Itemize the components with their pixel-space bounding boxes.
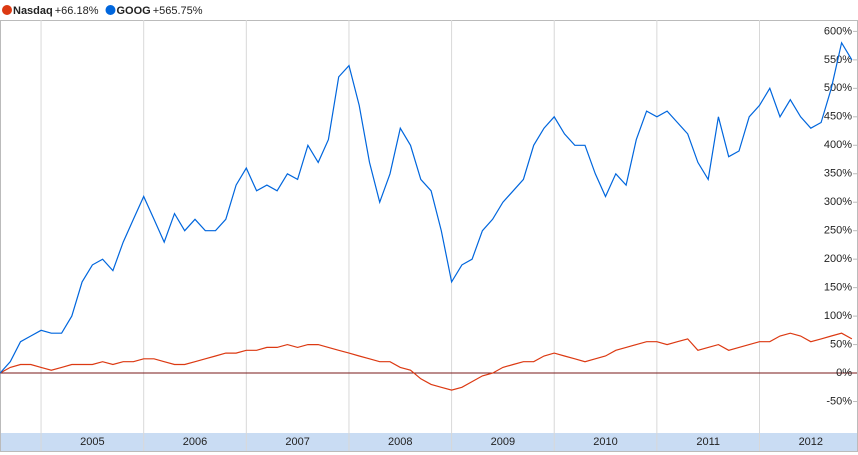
series-line bbox=[0, 332, 853, 391]
legend-change: +66.18% bbox=[55, 5, 99, 17]
x-tick-label: 2012 bbox=[799, 436, 823, 448]
x-tick-label: 2010 bbox=[593, 436, 617, 448]
y-tick-label: 50% bbox=[830, 338, 852, 350]
y-tick-label: 600% bbox=[824, 25, 852, 37]
x-tick-label: 2005 bbox=[80, 436, 104, 448]
x-tick-label: 2007 bbox=[285, 436, 309, 448]
y-tick-label: -50% bbox=[826, 395, 852, 407]
plot-frame bbox=[0, 20, 858, 452]
y-tick-label: 400% bbox=[824, 139, 852, 151]
legend-marker bbox=[2, 5, 12, 15]
x-axis-band bbox=[1, 433, 857, 451]
legend-label: Nasdaq bbox=[13, 5, 53, 17]
y-tick-label: 200% bbox=[824, 253, 852, 265]
x-tick-label: 2011 bbox=[696, 436, 720, 448]
legend-label: GOOG bbox=[116, 5, 150, 17]
y-tick-label: 150% bbox=[824, 282, 852, 294]
legend-marker bbox=[105, 5, 116, 15]
y-tick-label: 300% bbox=[824, 196, 852, 208]
y-tick-label: 450% bbox=[824, 111, 852, 123]
y-tick-label: 350% bbox=[824, 168, 852, 180]
series-line bbox=[0, 41, 853, 374]
y-tick-label: 100% bbox=[824, 310, 852, 322]
x-tick-label: 2006 bbox=[183, 436, 207, 448]
legend-change: +565.75% bbox=[153, 5, 203, 17]
x-tick-label: 2009 bbox=[491, 436, 515, 448]
y-tick-label: 250% bbox=[824, 225, 852, 237]
y-tick-label: 0% bbox=[836, 367, 852, 379]
y-tick-label: 500% bbox=[824, 82, 852, 94]
x-tick-label: 2008 bbox=[388, 436, 412, 448]
